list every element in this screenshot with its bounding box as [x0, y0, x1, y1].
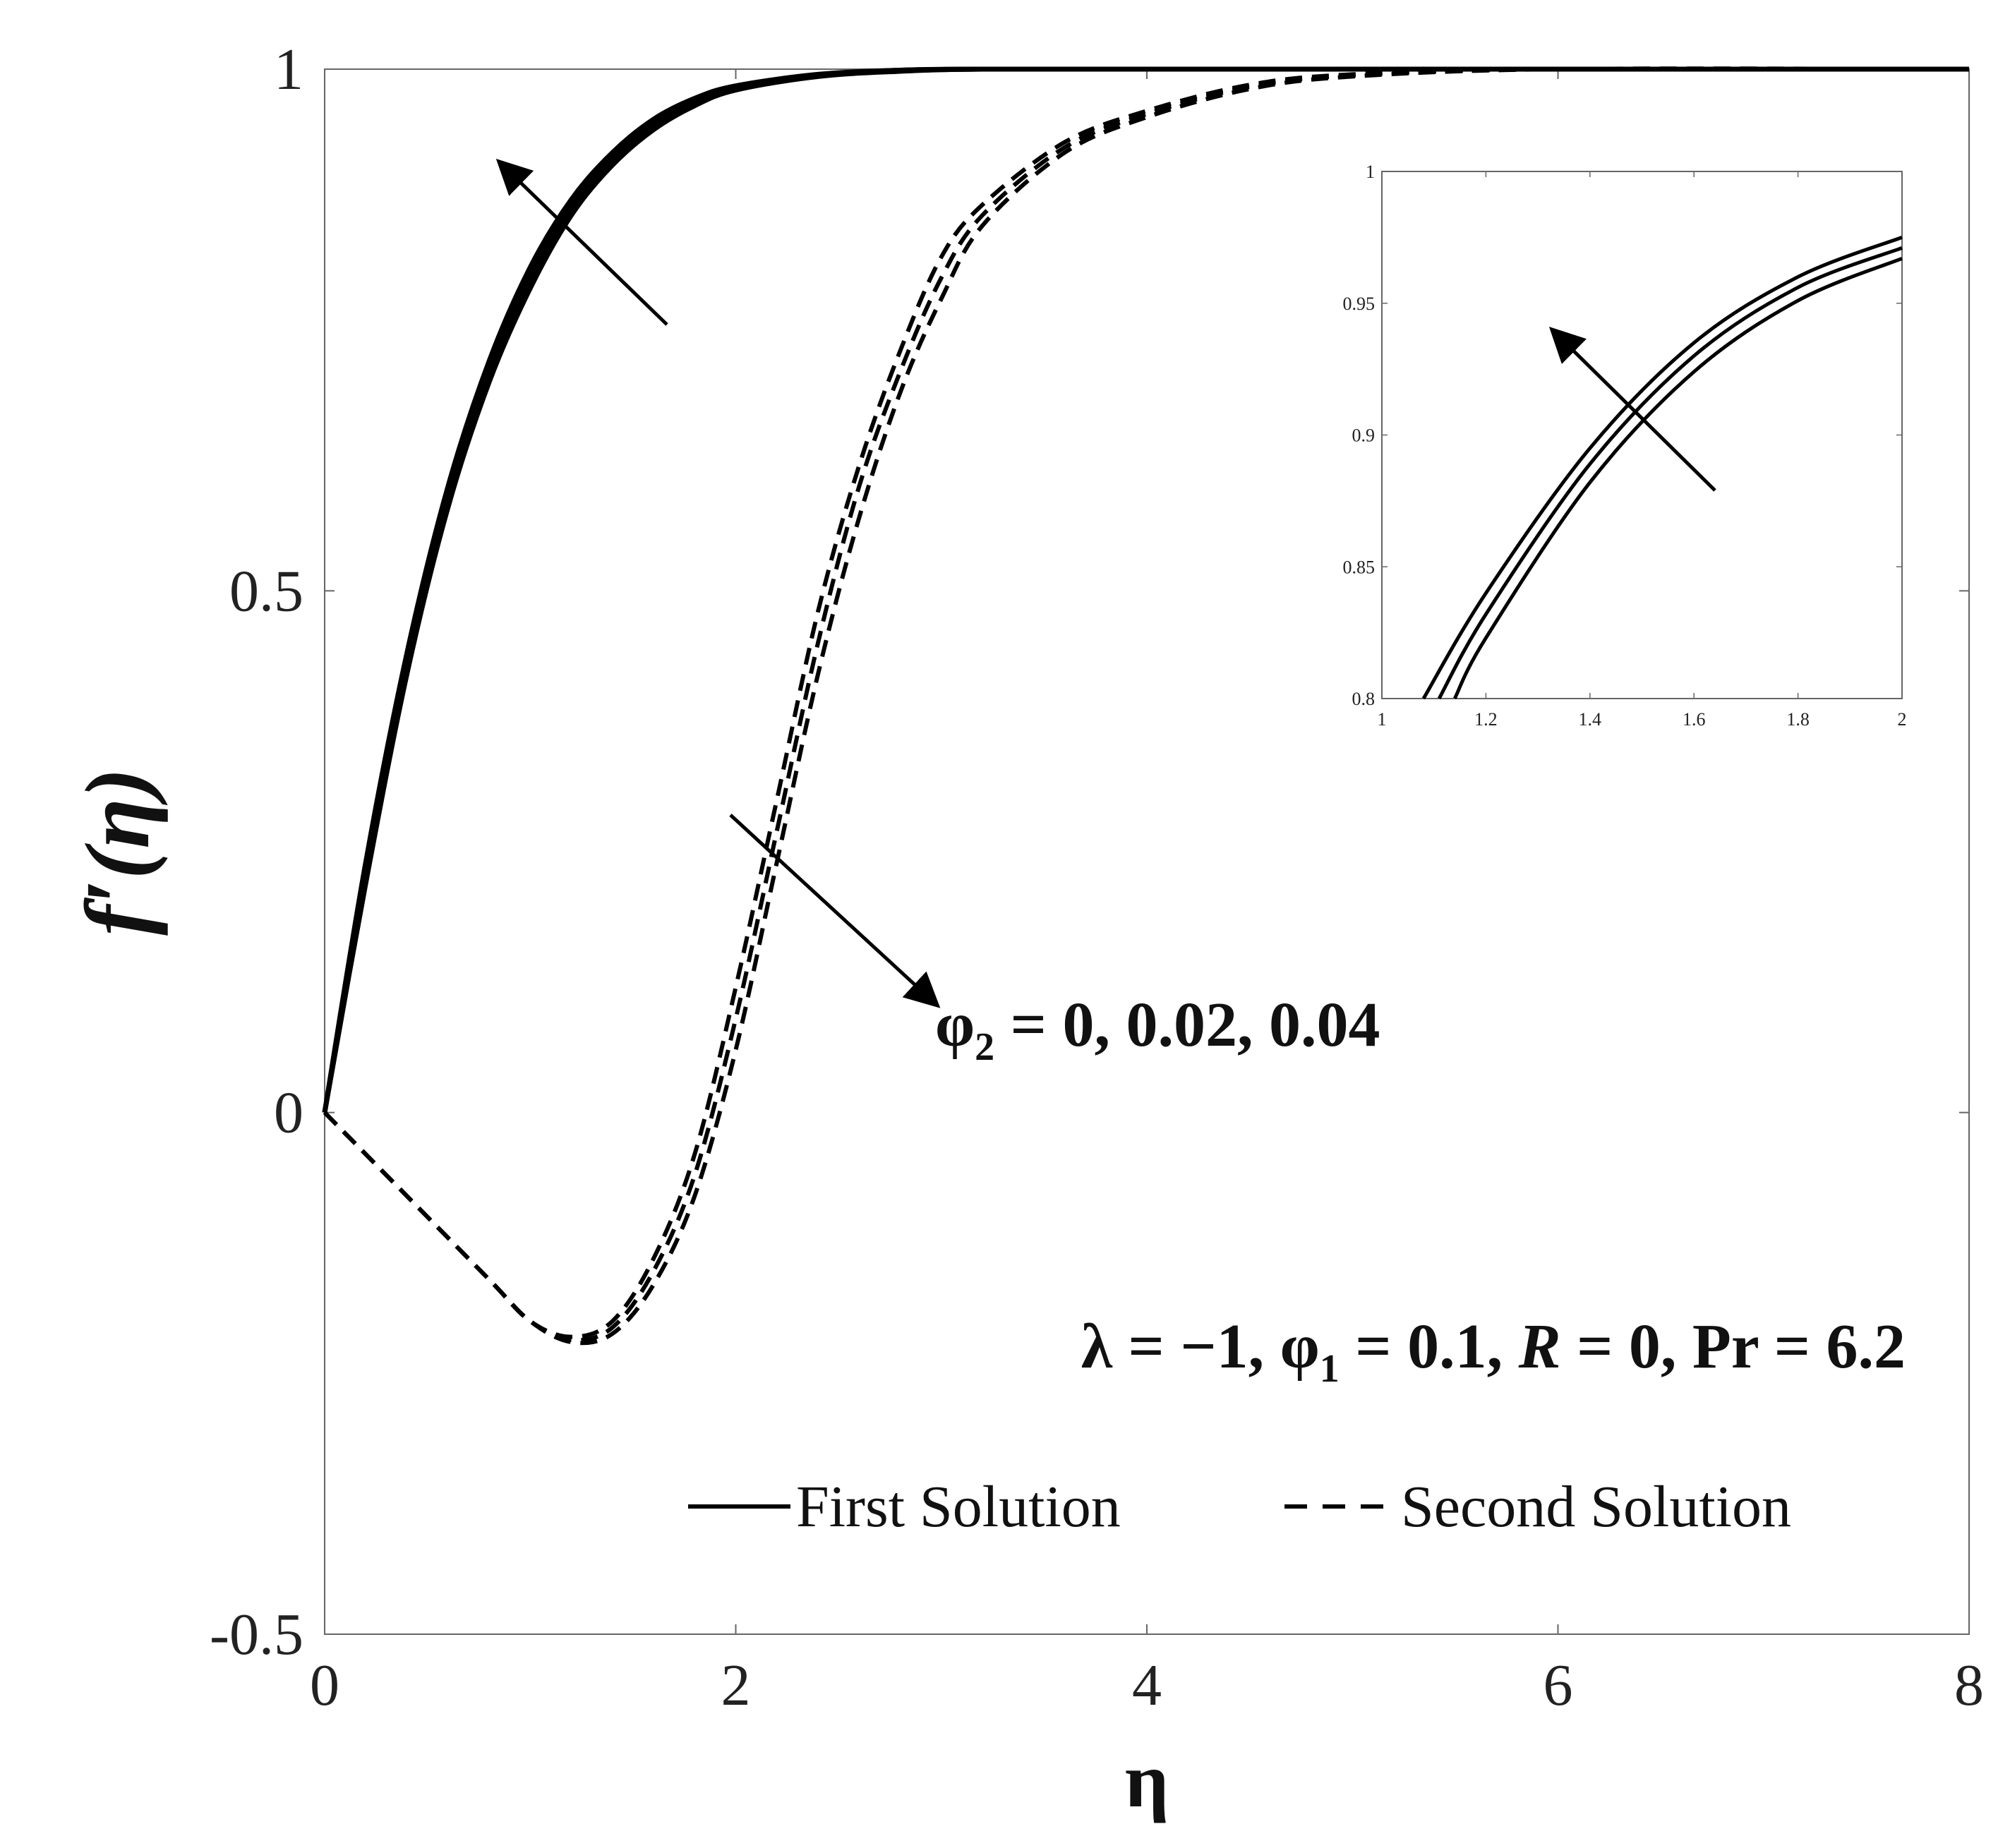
x-tick-label: 4: [1132, 1653, 1162, 1718]
inset-line-2: [1452, 256, 1903, 700]
first-solution-line-2: [322, 66, 1969, 1113]
x-tick-label: 8: [1954, 1653, 1984, 1718]
second-solution-line-5: [323, 66, 1970, 1346]
inset-x-tick-label: 2: [1898, 709, 1907, 730]
inset-line-0: [1421, 236, 1903, 700]
y-tick-label: -0.5: [210, 1602, 303, 1667]
second-solution-line-3: [323, 66, 1970, 1339]
y-tick-label: 1: [274, 37, 303, 102]
legend-label-second: Second Solution: [1401, 1474, 1791, 1540]
inset-arrow: [1548, 326, 1716, 492]
inset-x-tick-label: 1.2: [1474, 709, 1498, 730]
y-tick-label: 0.5: [229, 558, 303, 624]
inset-y-tick-label: 0.85: [1343, 557, 1376, 577]
main-axis-ticks: 0 2 4 6 8-0.500.51: [210, 37, 1984, 1718]
main-curves: [322, 66, 1970, 1346]
inset-y-tick-label: 1: [1366, 162, 1375, 182]
second-solution-line-4: [323, 66, 1970, 1343]
phi2-annotation: φ2 = 0, 0.02, 0.04: [935, 990, 1380, 1069]
phi2-prefix: φ: [935, 990, 975, 1060]
phi2-rest: = 0, 0.02, 0.04: [994, 990, 1380, 1060]
inset-x-tick-label: 1.4: [1579, 709, 1602, 730]
x-tick-label: 6: [1543, 1653, 1573, 1718]
params-annotation: λ = −1, φ1 = 0.1, R = 0, Pr = 6.2: [1081, 1312, 1906, 1391]
inset-plot-area: [1381, 171, 1903, 699]
x-tick-label: 0: [310, 1653, 339, 1718]
params-sub: 1: [1320, 1347, 1340, 1391]
inset-x-tick-label: 1: [1378, 709, 1387, 730]
params-mid: = 0.1,: [1340, 1312, 1519, 1382]
inset-y-tick-label: 0.9: [1352, 425, 1376, 446]
legend-label-first: First Solution: [796, 1474, 1121, 1540]
params-rest: = 0, Pr = 6.2: [1561, 1312, 1906, 1382]
y-tick-label: 0: [274, 1080, 303, 1146]
params-R: R: [1518, 1312, 1561, 1382]
arrow-second-solution: [729, 814, 941, 1008]
inset-chart: 1 1.2 1.4 1.6 1.8 2 0.8 0.85 0.9 0.95 1: [1343, 162, 1907, 730]
y-axis-title: f′(η): [67, 768, 169, 936]
inset-x-tick-label: 1.6: [1683, 709, 1706, 730]
inset-y-tick-label: 0.95: [1343, 294, 1376, 314]
params-lambda: λ = −1, φ: [1081, 1312, 1320, 1382]
phi2-sub: 2: [975, 1025, 994, 1069]
arrow-first-solution: [495, 159, 668, 326]
x-tick-label: 2: [721, 1653, 751, 1718]
inset-y-tick-label: 0.8: [1352, 689, 1376, 709]
x-axis-title: η: [1125, 1737, 1169, 1823]
inset-axis-ticks: 1 1.2 1.4 1.6 1.8 2 0.8 0.85 0.9 0.95 1: [1343, 162, 1907, 730]
inset-x-tick-label: 1.8: [1786, 709, 1810, 730]
legend: First Solution Second Solution: [688, 1474, 1791, 1540]
